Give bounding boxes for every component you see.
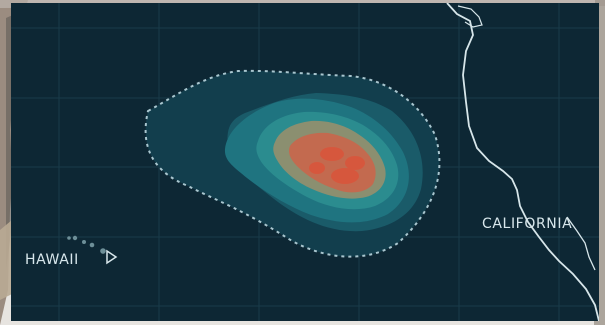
ocean-map: [11, 3, 599, 321]
hawaii-islands: [67, 235, 106, 254]
california-label: CALIFORNIA: [482, 216, 573, 232]
northern-coastline: [457, 5, 483, 28]
california-coastline: [446, 3, 599, 321]
hawaii-label: HAWAII: [25, 252, 79, 268]
hotspot-cluster: [309, 147, 365, 184]
hawaii-arrow-icon: [106, 249, 118, 265]
pollution-density-map: [11, 3, 599, 321]
baja-coastline: [566, 216, 596, 271]
